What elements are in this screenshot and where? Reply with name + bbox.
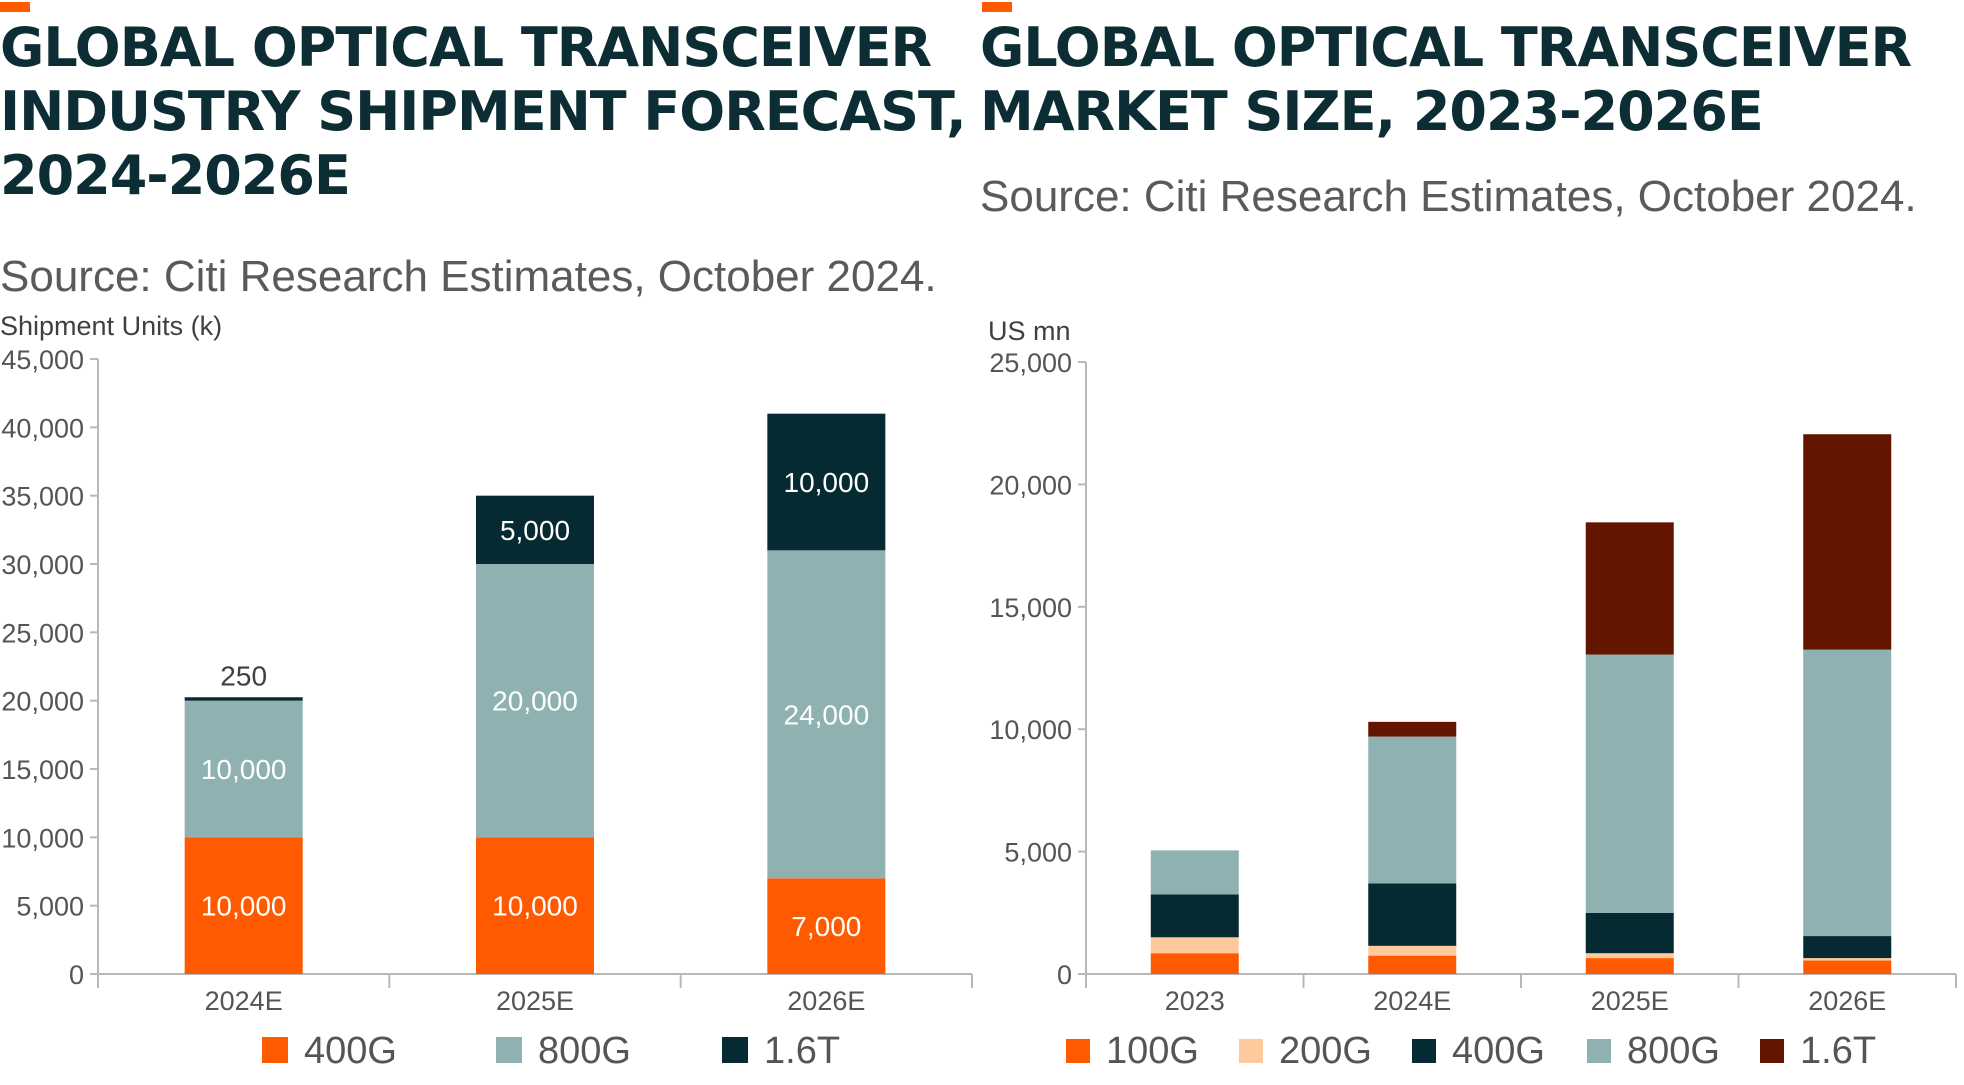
legend-swatch xyxy=(1587,1039,1611,1063)
legend-swatch xyxy=(262,1037,288,1063)
legend-label: 1.6T xyxy=(1800,1030,1876,1072)
y-tick-label: 0 xyxy=(69,960,84,990)
data-label: 10,000 xyxy=(201,891,287,922)
bar-segment-200g-2024e xyxy=(1368,945,1457,956)
bar-segment-800g-2024e xyxy=(1368,736,1457,884)
bar-segment-200g-2023 xyxy=(1150,937,1239,954)
legend-swatch xyxy=(1412,1039,1436,1063)
bar-segment-100g-2026e xyxy=(1803,960,1892,974)
legend-label: 200G xyxy=(1279,1030,1372,1072)
y-tick-label: 20,000 xyxy=(1,687,84,717)
x-tick-label: 2023 xyxy=(1165,986,1225,1016)
bar-segment-400g-2023 xyxy=(1150,894,1239,938)
bar-segment-400g-2024e xyxy=(1368,883,1457,946)
y-tick-label: 15,000 xyxy=(989,593,1072,623)
y-tick-label: 45,000 xyxy=(1,345,84,375)
bar-segment-1-6t-2024e xyxy=(1368,721,1457,737)
y-tick-label: 15,000 xyxy=(1,755,84,785)
bar-segment-1-6t-2025e xyxy=(476,495,594,564)
bar-segment-1-6t-2026e xyxy=(767,413,886,551)
chart-title-line-3: 2024-2026E xyxy=(0,144,351,207)
bar-segment-400g-2026e xyxy=(1803,936,1892,959)
accent-marker xyxy=(0,2,30,12)
bar-segment-1-6t-2026e xyxy=(1803,434,1892,650)
bar-segment-800g-2023 xyxy=(1150,850,1239,895)
accent-marker xyxy=(982,2,1012,12)
bar-segment-100g-2024e xyxy=(1368,955,1457,974)
bar-segment-1-6t-2025e xyxy=(1585,522,1674,655)
data-label: 10,000 xyxy=(201,754,287,785)
data-label: 24,000 xyxy=(784,699,870,730)
y-tick-label: 25,000 xyxy=(989,348,1072,378)
y-tick-label: 25,000 xyxy=(1,618,84,648)
chart-title-line-1: GLOBAL OPTICAL TRANSCEIVER xyxy=(0,16,932,79)
data-label: 5,000 xyxy=(500,515,570,546)
y-tick-label: 30,000 xyxy=(1,550,84,580)
data-label: 7,000 xyxy=(791,911,861,942)
legend-swatch xyxy=(1066,1039,1090,1063)
data-label: 250 xyxy=(220,660,267,691)
data-label: 20,000 xyxy=(492,686,578,717)
y-tick-label: 0 xyxy=(1057,960,1072,990)
legend-swatch xyxy=(1239,1039,1263,1063)
chart-subtitle: Source: Citi Research Estimates, October… xyxy=(0,252,937,301)
legend-label: 400G xyxy=(304,1030,397,1072)
bar-segment-800g-2024e xyxy=(184,700,303,838)
chart-subtitle: Source: Citi Research Estimates, October… xyxy=(980,172,1917,221)
x-tick-label: 2025E xyxy=(1591,986,1669,1016)
legend-swatch xyxy=(1760,1039,1784,1063)
x-tick-label: 2026E xyxy=(1808,986,1886,1016)
y-tick-label: 10,000 xyxy=(989,715,1072,745)
bar-segment-800g-2025e xyxy=(476,564,594,838)
legend-swatch xyxy=(496,1037,522,1063)
y-tick-label: 20,000 xyxy=(989,470,1072,500)
x-tick-label: 2025E xyxy=(496,986,574,1016)
legend-label: 100G xyxy=(1106,1030,1199,1072)
chart-title-line-2: INDUSTRY SHIPMENT FORECAST, xyxy=(0,80,967,143)
legend-label: 800G xyxy=(538,1030,631,1072)
chart-title-line-2: MARKET SIZE, 2023-2026E xyxy=(980,80,1764,143)
bar-segment-200g-2026e xyxy=(1803,958,1892,961)
chart-title-line-1: GLOBAL OPTICAL TRANSCEIVER xyxy=(980,16,1912,79)
y-tick-label: 40,000 xyxy=(1,413,84,443)
y-axis-label: Shipment Units (k) xyxy=(0,311,222,341)
shipment-forecast-panel: GLOBAL OPTICAL TRANSCEIVER INDUSTRY SHIP… xyxy=(0,0,980,1085)
legend-label: 800G xyxy=(1627,1030,1720,1072)
y-tick-label: 5,000 xyxy=(1004,838,1072,868)
x-tick-label: 2026E xyxy=(787,986,865,1016)
y-tick-label: 35,000 xyxy=(1,482,84,512)
market-size-panel: GLOBAL OPTICAL TRANSCEIVER MARKET SIZE, … xyxy=(980,0,1964,1085)
bar-segment-800g-2026e xyxy=(1803,649,1892,937)
data-label: 10,000 xyxy=(492,891,578,922)
x-tick-label: 2024E xyxy=(205,986,283,1016)
y-axis-label: US mn xyxy=(988,316,1071,346)
data-label: 10,000 xyxy=(784,467,870,498)
bar-segment-100g-2025e xyxy=(1585,958,1674,974)
shipment-forecast-chart: Shipment Units (k) 0 5,000 10,000 15,000 20,0… xyxy=(0,311,973,1072)
x-tick-label: 2024E xyxy=(1373,986,1451,1016)
bar-segment-400g-2026e xyxy=(767,878,886,974)
legend-swatch xyxy=(722,1037,748,1063)
bar-segment-800g-2026e xyxy=(767,550,886,879)
legend-label: 400G xyxy=(1452,1030,1545,1072)
bar-segment-400g-2024e xyxy=(184,837,303,974)
market-size-chart: US mn 0 5,000 10,000 15,000 20,000 25,000 2023 2… xyxy=(988,316,1957,1072)
bar-segment-400g-2025e xyxy=(1585,912,1674,954)
legend-label: 1.6T xyxy=(764,1030,840,1072)
bar-segment-400g-2025e xyxy=(476,837,594,974)
y-tick-label: 10,000 xyxy=(1,823,84,853)
bar-segment-800g-2025e xyxy=(1585,654,1674,913)
y-tick-label: 5,000 xyxy=(16,892,84,922)
bar-segment-200g-2025e xyxy=(1585,953,1674,959)
bar-segment-1-6t-2024e xyxy=(184,697,303,701)
bar-segment-100g-2023 xyxy=(1150,953,1239,974)
